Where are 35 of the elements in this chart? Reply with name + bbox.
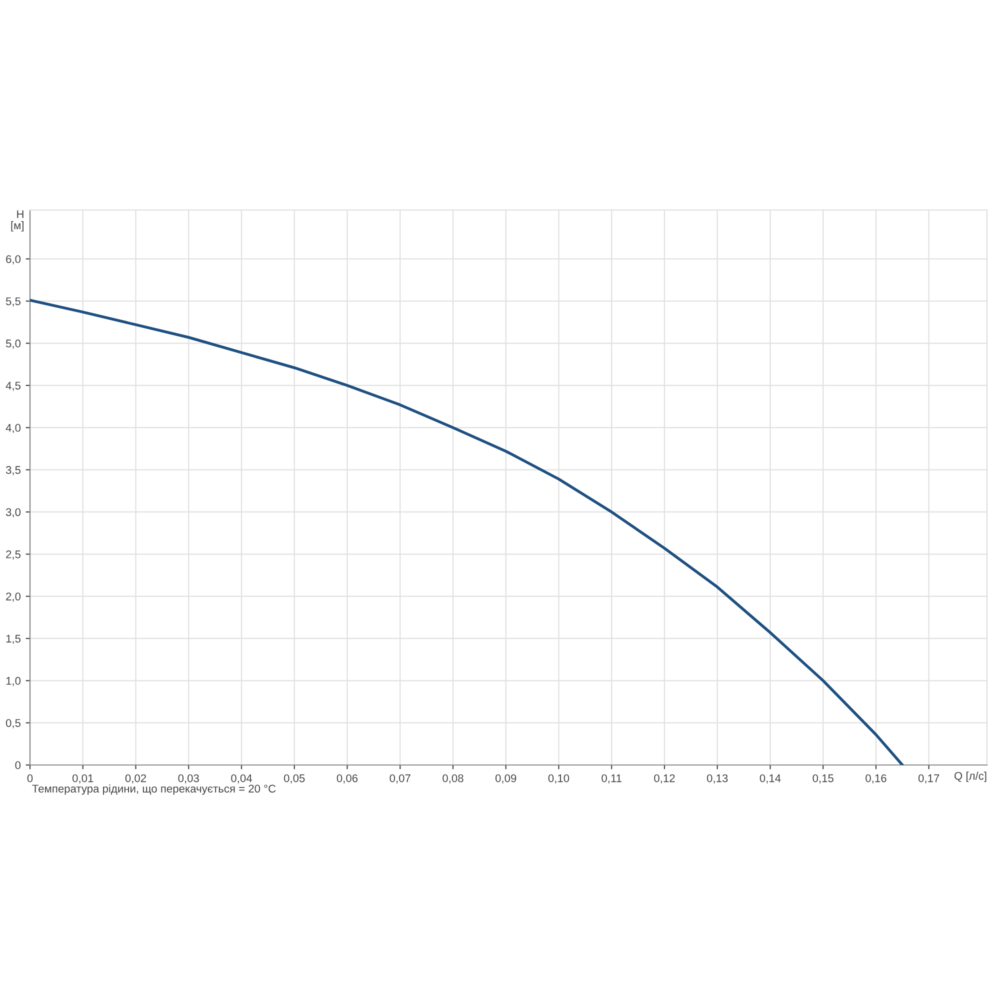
x-tick-label: 0,03 <box>178 774 199 784</box>
x-tick-label: 0,02 <box>125 774 146 784</box>
text: Температура рідини, що перекачується = 20 °C <box>32 784 276 795</box>
x-tick-label: 0,04 <box>231 774 252 784</box>
x-tick-label: 0,12 <box>654 774 675 784</box>
x-tick-label: 0,14 <box>760 774 781 784</box>
y-tick-label: 3,5 <box>6 466 21 476</box>
x-tick-label: 0,15 <box>812 774 834 784</box>
x-axis-title: Q [л/с] <box>954 772 986 782</box>
x-tick-label: 0,17 <box>918 774 940 784</box>
x-tick-label: 0,11 <box>602 774 622 784</box>
x-tick-label: 0,16 <box>866 774 886 784</box>
x-tick-label: 0,05 <box>284 774 305 784</box>
x-tick-label: 0,09 <box>495 774 516 784</box>
y-tick-label: 1,0 <box>6 676 21 686</box>
x-tick-label: 0,06 <box>336 774 358 784</box>
y-tick-label: 0 <box>15 761 21 770</box>
y-tick-label: 5,5 <box>6 297 21 307</box>
y-axis-title: H [м] <box>11 210 24 232</box>
y-tick-label: 2,5 <box>6 550 21 560</box>
x-tick-label: 0,07 <box>390 774 410 784</box>
y-tick-label: 3,0 <box>6 508 21 518</box>
y-tick-label: 0,5 <box>6 719 21 728</box>
y-tick-label: 1,5 <box>6 634 21 644</box>
x-tick-label: 0 <box>27 774 33 782</box>
y-tick-label: 2,0 <box>6 592 21 602</box>
x-tick-label: 0,13 <box>706 774 728 784</box>
y-tick-label: 6,0 <box>6 255 21 264</box>
y-tick-label: 4,0 <box>6 424 21 434</box>
x-tick-label: 0,10 <box>548 774 570 784</box>
x-tick-label: 0,01 <box>72 774 94 784</box>
y-tick-label: 5,0 <box>6 340 21 349</box>
x-tick-label: 0,08 <box>442 774 464 784</box>
y-tick-label: 4,5 <box>6 382 21 391</box>
line-series <box>30 298 904 765</box>
